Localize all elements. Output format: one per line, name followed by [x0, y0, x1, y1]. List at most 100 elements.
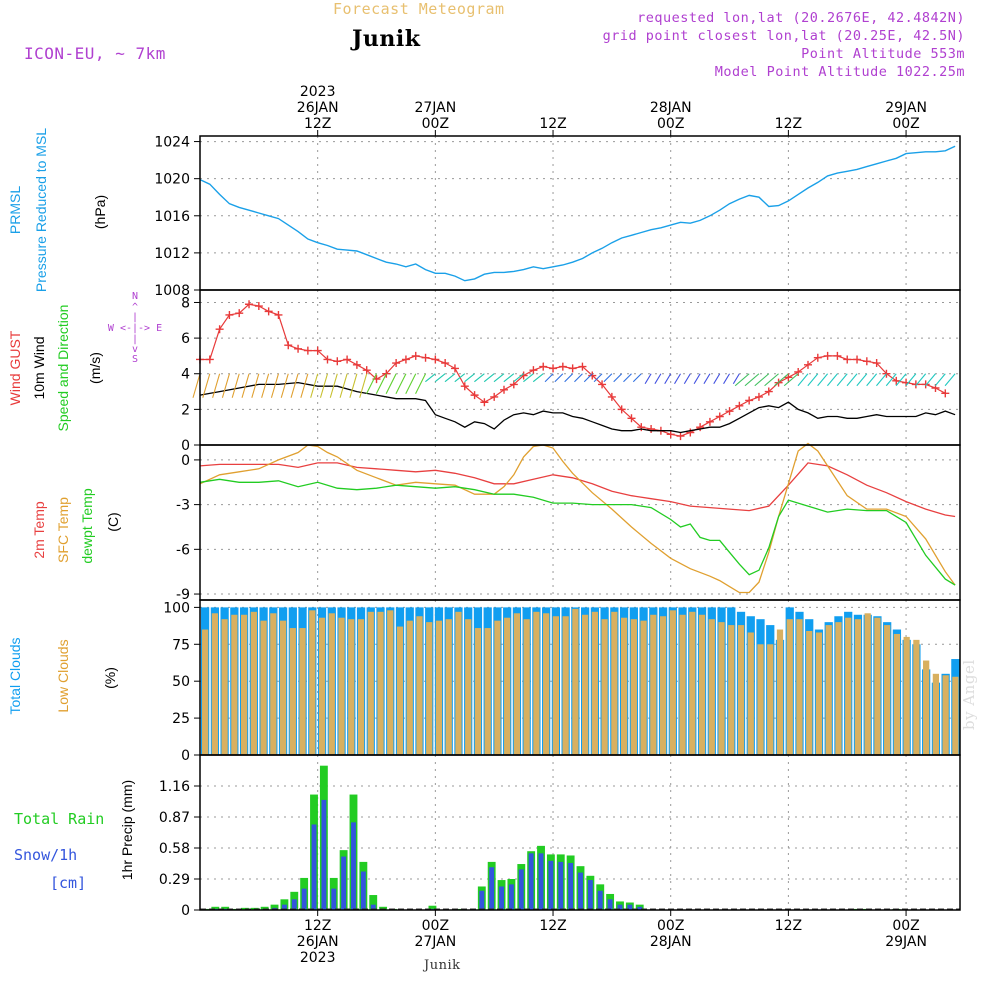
snow-bar	[607, 899, 613, 910]
sfc-temp-line	[199, 442, 956, 594]
low-clouds-bar	[591, 611, 598, 755]
snow-bar	[321, 799, 327, 910]
wind-direction-arrow	[764, 373, 779, 387]
gust-marker	[607, 392, 616, 401]
low-clouds-bar	[552, 616, 560, 755]
compass-glyph: S	[132, 354, 138, 365]
gust-marker	[470, 391, 479, 400]
wind-direction-arrow	[385, 373, 397, 394]
wind-direction-arrow	[202, 373, 211, 398]
low-clouds-bar	[348, 619, 355, 755]
y-tick-label: 2	[181, 402, 190, 418]
gust-marker	[617, 405, 626, 414]
bottom-time-label: 00Z	[422, 918, 449, 934]
y-tick-label: -3	[176, 498, 190, 514]
low-clouds-bar	[387, 610, 394, 755]
gust-marker	[578, 362, 587, 371]
y-tick-label: 50	[172, 674, 190, 690]
wind-direction-arrow	[564, 373, 574, 383]
wind-direction-arrow	[807, 373, 819, 387]
low-clouds-bar	[776, 629, 784, 755]
y-tick-label: 1016	[154, 209, 190, 225]
y-tick-label: 6	[181, 331, 190, 347]
gust-marker	[784, 373, 793, 382]
bottom-time-label: 2023	[300, 950, 336, 966]
total-clouds-ylabel: Total Clouds	[7, 637, 23, 714]
wind-direction-arrow	[876, 373, 887, 387]
low-clouds-bar	[747, 632, 754, 755]
bottom-time-label: 12Z	[775, 918, 802, 934]
low-clouds-bar	[757, 644, 764, 755]
wind-direction-arrow	[774, 373, 789, 387]
low-clouds-bar	[231, 614, 238, 755]
gust-marker	[745, 396, 754, 405]
low-clouds-bar	[328, 613, 335, 755]
low-clouds-bar	[426, 622, 433, 755]
compass-glyph: |	[132, 334, 138, 345]
wind-direction-arrow	[544, 373, 554, 383]
low-clouds-bar	[630, 619, 637, 755]
low-clouds-bar	[318, 617, 326, 755]
low-clouds-bar	[737, 625, 745, 755]
snow-bar	[558, 861, 564, 910]
snow-bar	[637, 906, 643, 910]
low-clouds-bar	[767, 644, 774, 755]
low-clouds-bar	[601, 619, 608, 755]
wind-direction-arrow	[744, 373, 760, 387]
y-tick-label: 8	[181, 295, 190, 311]
gust-marker	[274, 310, 283, 319]
low-clouds-bar	[689, 611, 696, 755]
wind-direction-arrow	[513, 373, 524, 383]
panel-frame	[199, 444, 961, 601]
wind-unit: (m/s)	[87, 352, 103, 384]
wind-direction-arrow	[270, 373, 279, 398]
snow-bar	[538, 853, 544, 910]
wind-direction-arrow	[723, 373, 731, 385]
temp-unit: (C)	[105, 512, 121, 531]
pressure-ylabel: PRMSL	[7, 186, 23, 234]
wind-direction-arrow	[713, 373, 721, 385]
wind-direction-arrow	[474, 373, 485, 383]
gust-marker	[225, 310, 234, 319]
gust-marker	[666, 430, 675, 439]
rain-bar	[369, 895, 378, 910]
low-clouds-bar	[445, 619, 452, 755]
wind-direction-arrow	[241, 373, 250, 398]
gust-marker	[313, 346, 322, 355]
wind-direction-arrow	[231, 373, 240, 398]
wind-direction-arrow	[366, 373, 378, 394]
y-tick-label: 0	[181, 453, 190, 469]
gust-marker	[843, 355, 852, 364]
gust-marker	[627, 414, 636, 423]
low-clouds-bar	[289, 628, 296, 755]
wind-direction-arrow	[300, 373, 309, 398]
low-clouds-bar	[728, 625, 735, 755]
wind-direction-arrow	[574, 373, 583, 383]
low-clouds-bar	[864, 613, 871, 755]
snow-bar	[489, 867, 495, 910]
y-tick-label: -9	[176, 587, 190, 603]
wind-direction-arrow	[375, 373, 387, 394]
low-clouds-bar	[620, 617, 628, 755]
pressure-line	[199, 145, 956, 282]
snow-bar	[370, 904, 376, 910]
gust-marker	[804, 360, 812, 369]
gust-marker	[539, 362, 548, 371]
low-clouds-bar	[338, 617, 345, 755]
precip-unit: 1hr Precip (mm)	[119, 780, 135, 880]
wind-direction-arrow	[290, 373, 299, 398]
y-tick-label: 1008	[154, 283, 190, 299]
low-clouds-bar	[611, 611, 618, 755]
footer-name: Junik	[424, 958, 461, 973]
wind-direction-arrow	[866, 373, 878, 387]
pressure-ylabel: Pressure Reduced to MSL	[33, 128, 49, 292]
snow-bar	[301, 888, 307, 910]
low-clouds-bar	[923, 660, 930, 755]
gust-marker	[676, 432, 685, 441]
y-tick-label: 100	[163, 600, 190, 616]
gust-marker	[823, 351, 832, 360]
gust-marker	[245, 300, 254, 309]
low-clouds-bar	[474, 628, 482, 755]
low-clouds-bar	[240, 614, 248, 755]
